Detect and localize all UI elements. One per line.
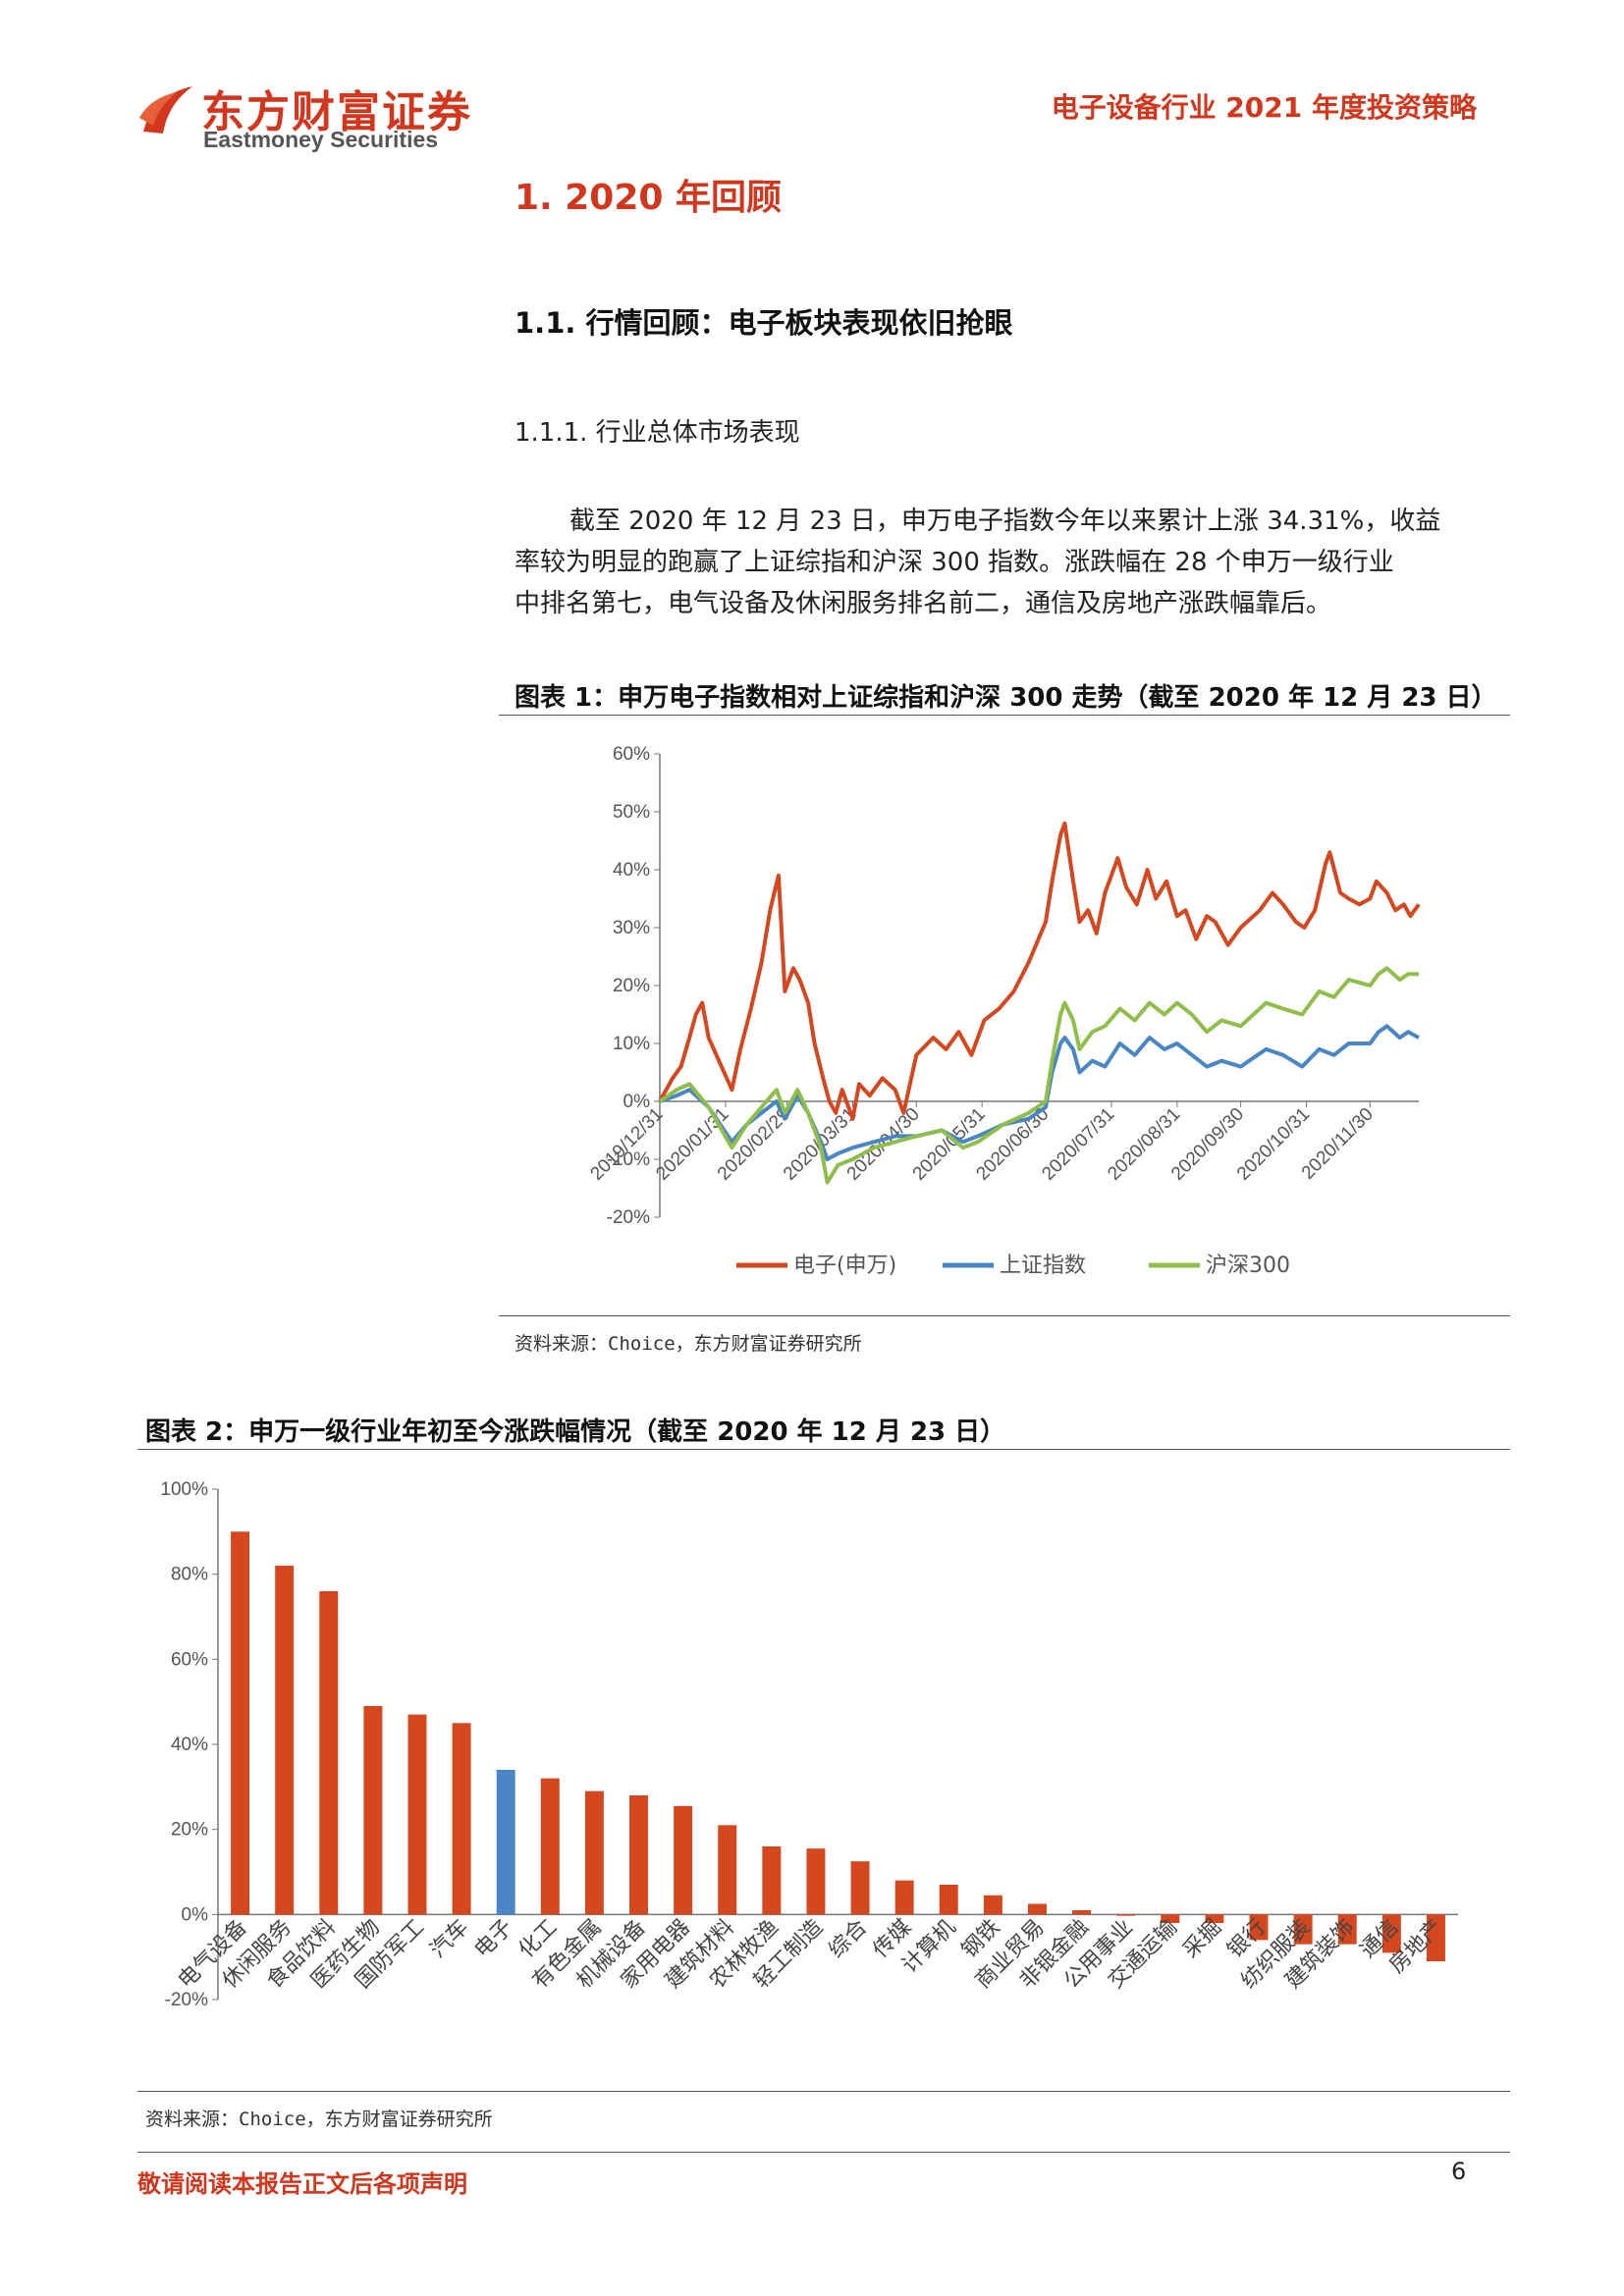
bar	[1072, 1910, 1092, 1915]
bar-chart: 100%80%60%40%20%0%-20%电气设备休闲服务食品饮料医药生物国防…	[160, 1479, 1458, 2010]
figure-2-top-rule	[137, 1449, 1510, 1450]
footer-disclaimer: 敬请阅读本报告正文后各项声明	[137, 2170, 467, 2198]
bar	[363, 1706, 383, 1915]
series-line	[658, 966, 1419, 1185]
legend-label: 上证指数	[1000, 1254, 1086, 1278]
bar	[1337, 1914, 1357, 1945]
section-heading-2: 1.1. 行情回顾：电子板块表现依旧抢眼	[514, 306, 1013, 340]
y-tick-label: 40%	[171, 1735, 208, 1755]
page-number: 6	[1451, 2158, 1467, 2185]
series-line	[658, 821, 1421, 1121]
y-tick-label: 10%	[613, 1034, 650, 1054]
y-tick-label: 40%	[613, 860, 650, 881]
category-label: 汽车	[426, 1915, 474, 1963]
y-tick-label: 20%	[171, 1820, 208, 1841]
y-tick-label: -10%	[607, 1149, 650, 1170]
report-title: 电子设备行业 2021 年度投资策略	[1051, 91, 1477, 124]
y-tick-label: 80%	[171, 1565, 208, 1585]
figure-1-top-rule	[499, 715, 1510, 716]
bar	[1161, 1914, 1180, 1923]
bar	[1249, 1914, 1269, 1941]
bar	[1116, 1914, 1136, 1916]
legend-label: 沪深300	[1206, 1254, 1290, 1278]
bar	[407, 1714, 427, 1915]
bar	[1426, 1914, 1445, 1961]
legend-label: 电子(申万)	[793, 1254, 896, 1278]
bar	[1381, 1914, 1401, 1953]
bar	[1205, 1914, 1224, 1923]
y-tick-label: 20%	[613, 976, 650, 996]
line-chart: 60%50%40%30%20%10%0%-10%-20%2019/12/3120…	[586, 744, 1421, 1278]
figure-1-title: 图表 1：申万电子指数相对上证综指和沪深 300 走势（截至 2020 年 12…	[514, 683, 1497, 713]
paragraph-line: 截至 2020 年 12 月 23 日，申万电子指数今年以来累计上涨 34.31…	[569, 507, 1441, 536]
logo-english-name: Eastmoney Securities	[203, 127, 439, 152]
bar	[496, 1770, 515, 1915]
bar	[894, 1880, 914, 1915]
footer-rule	[137, 2152, 1510, 2153]
bar	[1028, 1903, 1047, 1915]
y-tick-label: -20%	[607, 1207, 650, 1228]
y-tick-label: 0%	[623, 1092, 651, 1112]
paragraph-line: 率较为明显的跑赢了上证综指和沪深 300 指数。涨跌幅在 28 个申万一级行业	[514, 548, 1394, 577]
y-tick-label: 60%	[171, 1649, 208, 1670]
paragraph-line: 中排名第七，电气设备及休闲服务排名前二，通信及房地产涨跌幅靠后。	[514, 589, 1332, 618]
bar	[850, 1861, 870, 1915]
bar	[806, 1848, 826, 1915]
company-logo-icon	[139, 86, 192, 133]
figure-1-source: 资料来源：Choice，东方财富证券研究所	[514, 1333, 862, 1355]
bar	[231, 1531, 250, 1915]
figure-1-bottom-rule	[499, 1315, 1510, 1316]
bar	[762, 1846, 782, 1915]
figure-2-title: 图表 2：申万一级行业年初至今涨跌幅情况（截至 2020 年 12 月 23 日…	[145, 1417, 1006, 1447]
figure-2-bottom-rule	[137, 2091, 1510, 2092]
y-tick-label: 30%	[613, 918, 650, 938]
bar	[319, 1591, 339, 1915]
bar	[1293, 1914, 1313, 1945]
body-paragraph: 截至 2020 年 12 月 23 日，申万电子指数今年以来累计上涨 34.31…	[514, 501, 1496, 624]
section-heading-1: 1. 2020 年回顾	[514, 178, 782, 218]
bar	[629, 1795, 648, 1915]
bar	[674, 1805, 693, 1915]
y-tick-label: 100%	[160, 1479, 208, 1500]
y-tick-label: -20%	[165, 1990, 208, 2010]
logo-chinese-name: 东方财富证券	[201, 87, 472, 137]
bar	[584, 1790, 604, 1915]
category-label: 综合	[824, 1915, 872, 1963]
figure-2-source: 资料来源：Choice，东方财富证券研究所	[145, 2109, 493, 2130]
y-tick-label: 60%	[613, 744, 650, 765]
y-tick-label: 0%	[182, 1904, 209, 1925]
bar	[540, 1778, 560, 1915]
bar	[275, 1566, 295, 1915]
bar	[983, 1895, 1002, 1915]
bar	[718, 1825, 737, 1915]
bar	[939, 1885, 958, 1915]
category-label: 电子	[470, 1915, 518, 1963]
bar	[452, 1723, 471, 1915]
section-heading-3: 1.1.1. 行业总体市场表现	[514, 418, 800, 448]
y-tick-label: 50%	[613, 802, 650, 823]
series-line	[659, 1024, 1420, 1161]
